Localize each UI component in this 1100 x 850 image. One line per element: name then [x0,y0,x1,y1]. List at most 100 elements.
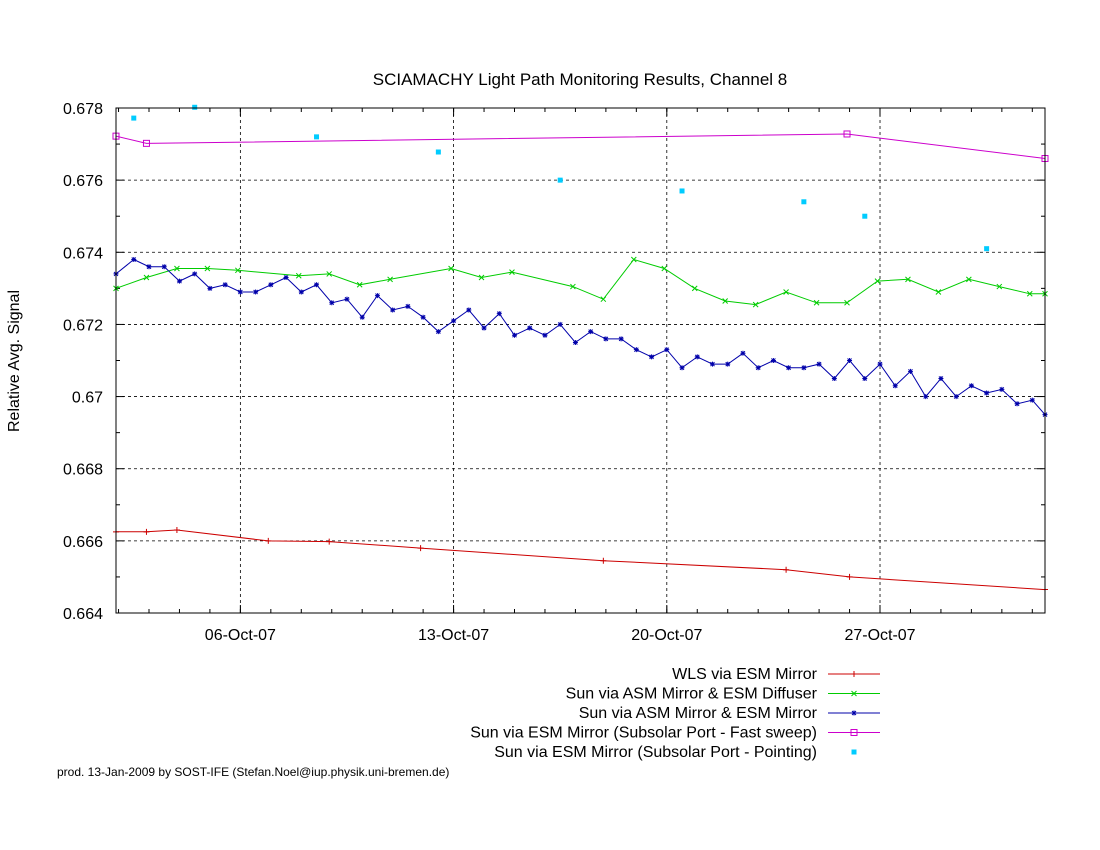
data-point-star-marker [999,386,1005,392]
data-point-x-marker [813,299,820,306]
data-point-star-marker [420,314,426,320]
data-point-star-marker [542,332,548,338]
data-point-star-marker [851,710,857,716]
data-point-x-marker [965,276,972,283]
x-tick-label: 20-Oct-07 [631,627,702,644]
series-layer [112,104,1049,593]
data-point-plus-marker [851,671,857,677]
legend-label: Sun via ASM Mirror & ESM Diffuser [566,686,818,703]
data-point-star-marker [877,361,883,367]
data-point-star-marker [740,350,746,356]
data-point-star-marker [892,383,898,389]
data-point-x-marker [874,278,881,284]
data-point-star-marker [1014,401,1020,407]
y-tick-label: 0.67 [72,390,103,407]
data-point-star-marker [770,358,776,363]
data-point-x-marker [234,267,241,274]
x-tick-label: 13-Oct-07 [418,627,489,644]
data-point-star-marker [984,390,990,396]
y-tick-label: 0.664 [63,606,103,623]
data-point-x-marker [478,274,485,281]
data-point-x-marker [752,301,759,308]
data-point-star-marker [146,264,152,270]
data-point-x-marker [356,281,363,288]
data-point-x-marker [387,276,393,283]
series-line [115,133,1046,159]
data-point-x-marker [630,256,637,263]
data-point-star-marker [923,394,929,400]
data-point-x-marker [509,269,515,275]
data-point-star-marker [207,285,213,291]
y-axis-label: Relative Avg. Signal [6,290,23,432]
data-point-star-marker [694,354,700,360]
data-point-x-marker [722,298,729,304]
data-point-x-marker [204,265,211,272]
data-point-x-marker [851,690,857,697]
data-point-star-marker [131,257,137,262]
data-point-star-marker [649,354,655,360]
data-point-star-marker [847,358,853,363]
data-point-star-marker [557,321,563,327]
x-tick-label: 27-Oct-07 [844,627,915,644]
data-point-star-marker [374,293,380,299]
data-point-star-marker [176,278,182,284]
data-point-star-marker [435,329,441,335]
y-tick-label: 0.666 [63,534,103,551]
data-point-star-marker [344,296,350,302]
data-point-dot-marker [435,149,441,155]
data-point-x-marker [996,283,1003,290]
data-point-x-marker [570,283,576,290]
data-point-x-marker [295,272,302,279]
data-point-plus-marker [417,545,424,552]
legend-label: Sun via ESM Mirror (Subsolar Port - Fast… [470,725,817,742]
data-point-star-marker [161,264,167,270]
data-point-star-marker [664,347,670,353]
data-point-star-marker [314,282,320,288]
data-point-star-marker [512,332,518,338]
data-point-star-marker [572,339,578,345]
data-point-star-marker [268,282,274,288]
data-point-star-marker [527,325,533,331]
legend-label: Sun via ESM Mirror (Subsolar Port - Poin… [494,744,817,761]
plot-frame [115,107,1046,614]
data-point-star-marker [953,394,959,400]
data-point-plus-marker [143,528,150,535]
data-point-dot-marker [862,213,868,219]
data-point-star-marker [801,365,807,371]
grid [116,108,1045,613]
data-point-x-marker [844,299,850,306]
data-point-star-marker [831,376,837,382]
x-tick-label: 06-Oct-07 [205,627,276,644]
data-point-star-marker [283,275,289,281]
data-point-dot-marker [131,115,137,121]
series-2 [113,256,1048,308]
data-point-star-marker [496,311,502,317]
legend-label: WLS via ESM Mirror [672,666,818,683]
data-point-dot-marker [314,134,320,140]
legend-label: Sun via ASM Mirror & ESM Mirror [579,705,818,722]
data-point-star-marker [405,303,411,309]
data-point-x-marker [935,289,942,295]
data-point-star-marker [192,271,198,277]
data-point-star-marker [633,347,639,353]
data-point-x-marker [448,265,454,272]
y-tick-label: 0.672 [63,317,103,334]
data-point-star-marker [359,314,365,320]
data-point-dot-marker [557,177,563,183]
data-point-x-marker [661,265,668,272]
data-point-plus-marker [783,566,790,573]
data-point-star-marker [786,365,792,371]
data-point-star-marker [237,289,243,295]
data-point-star-marker [968,383,974,389]
data-point-plus-marker [265,537,272,544]
data-point-plus-marker [173,527,180,534]
data-point-x-marker [174,265,180,272]
footer-credit: prod. 13-Jan-2009 by SOST-IFE (Stefan.No… [57,765,449,779]
data-point-star-marker [603,336,609,342]
data-point-star-marker [451,318,457,324]
data-point-star-marker [816,361,822,367]
data-point-x-marker [600,296,607,303]
data-point-dot-marker [192,104,198,110]
data-point-star-marker [618,336,624,342]
